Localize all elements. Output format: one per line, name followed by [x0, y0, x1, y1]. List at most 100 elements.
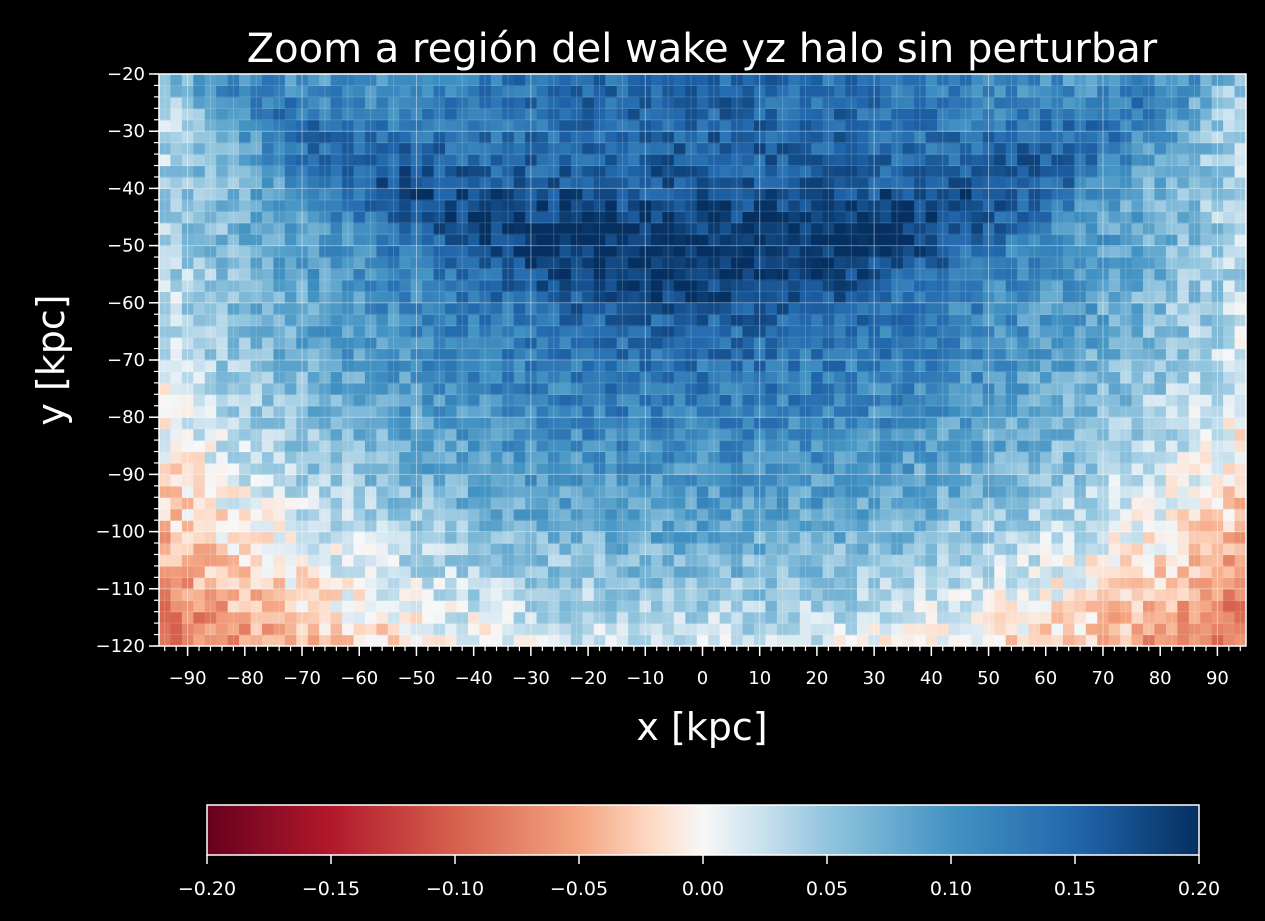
heatmap-cell — [1143, 543, 1156, 556]
heatmap-cell — [1200, 291, 1213, 304]
heatmap-cell — [296, 360, 309, 373]
heatmap-cell — [159, 497, 172, 510]
heatmap-cell — [948, 85, 961, 98]
heatmap-cell — [1085, 325, 1098, 338]
heatmap-cell — [879, 462, 892, 475]
heatmap-cell — [639, 565, 652, 578]
heatmap-cell — [1074, 577, 1087, 590]
heatmap-cell — [685, 543, 698, 556]
heatmap-cell — [216, 440, 229, 453]
heatmap-cell — [799, 428, 812, 441]
heatmap-cell — [1154, 211, 1167, 224]
heatmap-cell — [616, 371, 629, 384]
heatmap-cell — [765, 394, 778, 407]
heatmap-cell — [1040, 211, 1053, 224]
heatmap-cell — [376, 417, 389, 430]
heatmap-cell — [971, 474, 984, 487]
heatmap-cell — [1131, 348, 1144, 361]
heatmap-cell — [330, 348, 343, 361]
heatmap-cell — [925, 485, 938, 498]
heatmap-cell — [662, 440, 675, 453]
heatmap-cell — [570, 543, 583, 556]
heatmap-cell — [261, 497, 275, 510]
heatmap-cell — [753, 588, 767, 601]
heatmap-cell — [159, 611, 172, 624]
heatmap-cell — [467, 577, 480, 590]
heatmap-cell — [742, 188, 755, 201]
heatmap-cell — [1040, 485, 1053, 498]
heatmap-cell — [525, 623, 538, 636]
heatmap-cell — [742, 531, 755, 544]
heatmap-cell — [399, 543, 412, 556]
heatmap-cell — [891, 611, 904, 624]
heatmap-cell — [1165, 611, 1178, 624]
heatmap-cell — [467, 176, 480, 189]
heatmap-cell — [330, 474, 343, 487]
heatmap-cell — [1062, 485, 1075, 498]
heatmap-cell — [548, 497, 561, 510]
heatmap-cell — [868, 348, 881, 361]
heatmap-cell — [342, 508, 355, 521]
heatmap-cell — [559, 611, 572, 624]
heatmap-cell — [1234, 634, 1246, 646]
heatmap-cell — [856, 543, 870, 556]
heatmap-cell — [651, 474, 664, 487]
heatmap-cell — [330, 131, 343, 144]
heatmap-cell — [708, 348, 721, 361]
heatmap-cell — [788, 142, 801, 155]
heatmap-cell — [719, 348, 732, 361]
heatmap-cell — [1177, 623, 1190, 636]
heatmap-cell — [1188, 394, 1201, 407]
heatmap-cell — [342, 382, 355, 395]
heatmap-cell — [673, 394, 686, 407]
heatmap-cell — [1005, 440, 1018, 453]
heatmap-cell — [868, 428, 881, 441]
heatmap-cell — [673, 268, 686, 281]
heatmap-cell — [605, 96, 618, 109]
heatmap-cell — [239, 508, 252, 521]
heatmap-cell — [1131, 520, 1144, 533]
heatmap-cell — [502, 337, 515, 350]
heatmap-cell — [284, 394, 297, 407]
heatmap-cell — [273, 565, 286, 578]
heatmap-cell — [948, 623, 961, 636]
heatmap-cell — [1188, 382, 1201, 395]
heatmap-cell — [937, 474, 950, 487]
heatmap-cell — [799, 451, 812, 464]
heatmap-cell — [1108, 565, 1121, 578]
heatmap-cell — [548, 520, 561, 533]
heatmap-cell — [685, 577, 698, 590]
heatmap-cell — [399, 520, 412, 533]
heatmap-cell — [570, 360, 583, 373]
heatmap-cell — [1223, 634, 1236, 646]
heatmap-cell — [856, 611, 870, 624]
heatmap-cell — [490, 188, 503, 201]
heatmap-cell — [971, 85, 984, 98]
heatmap-cell — [433, 382, 446, 395]
heatmap-cell — [696, 462, 709, 475]
heatmap-cell — [994, 485, 1007, 498]
heatmap-cell — [536, 142, 549, 155]
heatmap-cell — [1074, 554, 1087, 567]
heatmap-cell — [193, 440, 206, 453]
heatmap-cell — [651, 394, 664, 407]
heatmap-cell — [605, 325, 618, 338]
heatmap-cell — [559, 199, 572, 212]
heatmap-cell — [582, 291, 595, 304]
heatmap-cell — [239, 405, 252, 418]
heatmap-cell — [605, 348, 618, 361]
heatmap-cell — [273, 428, 286, 441]
heatmap-cell — [433, 565, 446, 578]
heatmap-cell — [788, 565, 801, 578]
heatmap-cell — [628, 108, 641, 121]
heatmap-cell — [1120, 485, 1133, 498]
heatmap-cell — [891, 360, 904, 373]
heatmap-cell — [948, 474, 961, 487]
heatmap-cell — [467, 108, 480, 121]
heatmap-cell — [307, 245, 320, 258]
heatmap-cell — [1165, 600, 1178, 613]
heatmap-cell — [696, 302, 709, 315]
heatmap-cell — [319, 474, 332, 487]
heatmap-cell — [364, 634, 377, 646]
heatmap-cell — [891, 405, 904, 418]
